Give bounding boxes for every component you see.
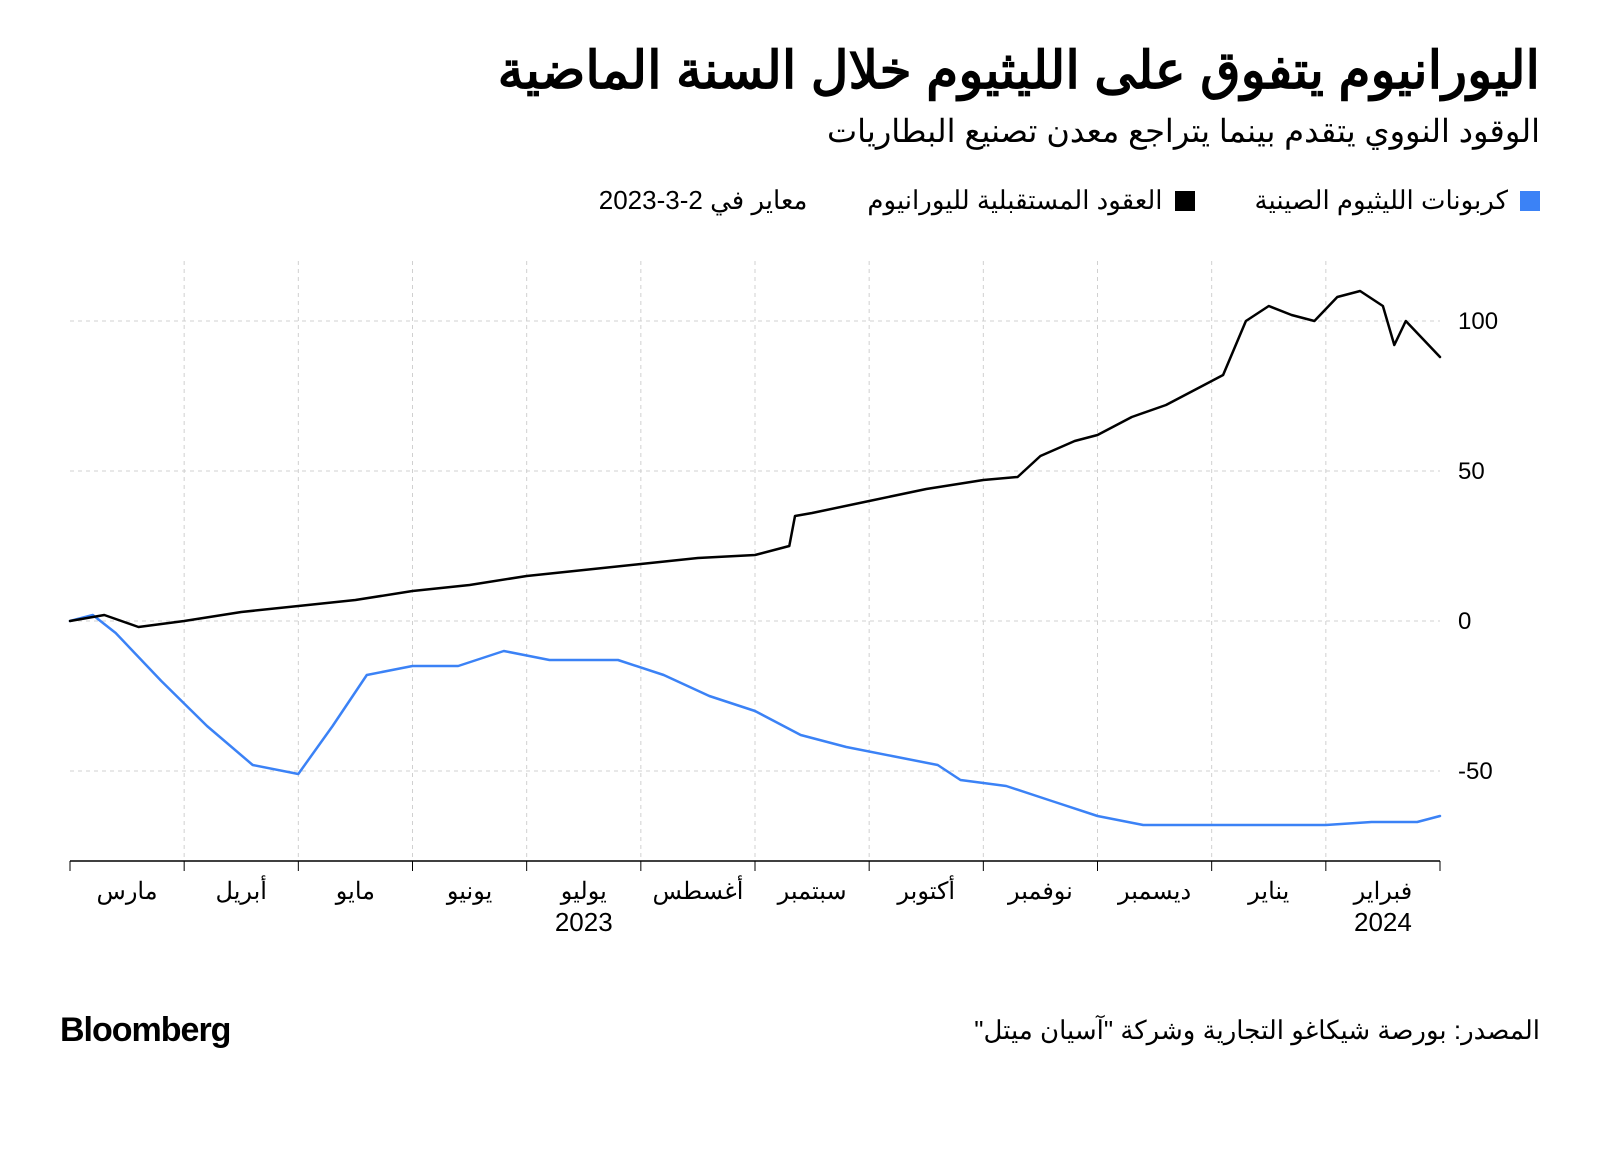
source-text: المصدر: بورصة شيكاغو التجارية وشركة "آسي… [974,1015,1540,1046]
svg-text:2023: 2023 [555,907,613,937]
brand-logo: Bloomberg [60,1011,230,1050]
legend-label-lithium: كربونات الليثيوم الصينية [1255,185,1508,216]
legend-item-lithium: كربونات الليثيوم الصينية [1255,185,1540,216]
legend: كربونات الليثيوم الصينية العقود المستقبل… [60,185,1540,216]
svg-text:يونيو: يونيو [446,878,492,905]
svg-text:أكتوبر: أكتوبر [896,874,955,905]
svg-text:50: 50 [1458,458,1485,485]
svg-text:100: 100 [1458,308,1498,335]
swatch-lithium [1520,191,1540,211]
svg-text:سبتمبر: سبتمبر [777,878,847,905]
svg-text:يناير: يناير [1247,878,1289,905]
chart-title: اليورانيوم يتفوق على الليثيوم خلال السنة… [60,40,1540,102]
svg-text:-50: -50 [1458,758,1493,785]
swatch-uranium [1175,191,1195,211]
chart-container: اليورانيوم يتفوق على الليثيوم خلال السنة… [0,0,1600,1153]
svg-text:ديسمبر: ديسمبر [1117,878,1191,905]
line-chart-svg: -50 0 50 100 مارس أبريل مايو يونيو يوليو أغسطس سبت… [60,241,1540,961]
svg-text:2024: 2024 [1354,907,1412,937]
svg-text:أبريل: أبريل [216,874,267,905]
legend-item-uranium: العقود المستقبلية لليورانيوم [867,185,1194,216]
legend-label-uranium: العقود المستقبلية لليورانيوم [867,185,1162,216]
svg-text:فبراير: فبراير [1353,878,1413,905]
svg-text:مايو: مايو [335,878,375,905]
svg-text:مارس: مارس [97,878,158,905]
legend-note: معاير في 2-3-2023 [599,185,808,216]
chart-subtitle: الوقود النووي يتقدم بينما يتراجع معدن تص… [60,112,1540,150]
svg-text:0: 0 [1458,608,1471,635]
chart-area: -50 0 50 100 مارس أبريل مايو يونيو يوليو أغسطس سبت… [60,241,1540,961]
svg-text:يوليو: يوليو [560,878,607,905]
svg-text:نوفمبر: نوفمبر [1007,878,1073,905]
svg-text:أغسطس: أغسطس [652,874,743,905]
footer: المصدر: بورصة شيكاغو التجارية وشركة "آسي… [60,1011,1540,1050]
